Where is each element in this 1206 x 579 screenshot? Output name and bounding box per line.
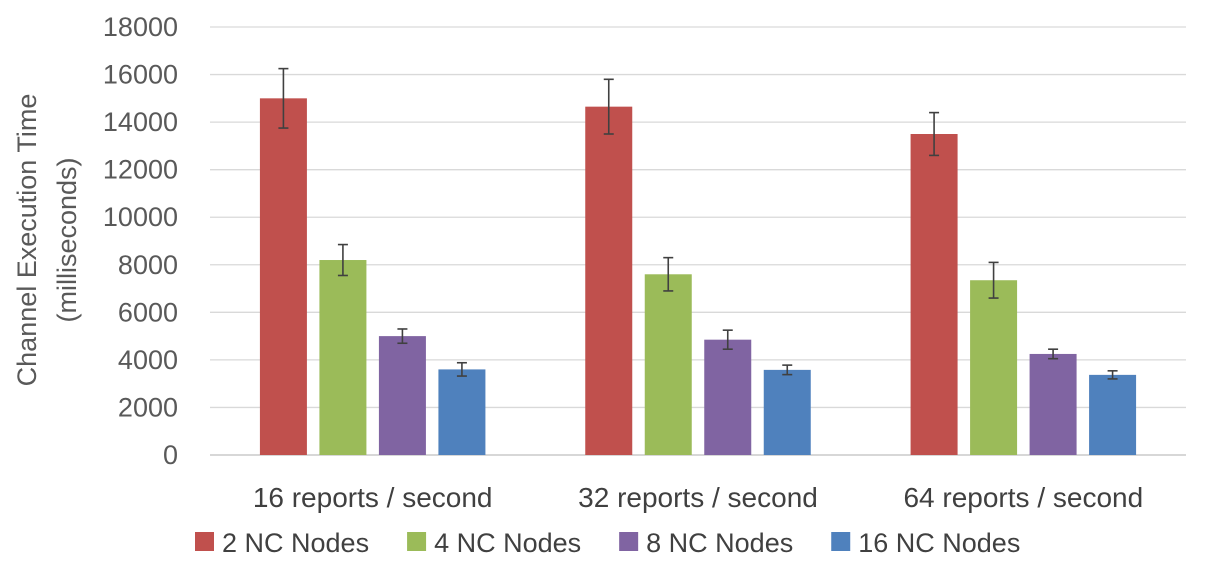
legend-swatch xyxy=(619,532,639,551)
legend-swatch xyxy=(195,532,214,551)
legend-swatch xyxy=(831,532,851,551)
bar xyxy=(704,339,752,455)
y-tick-label: 8000 xyxy=(118,250,178,280)
x-category-label: 64 reports / second xyxy=(903,482,1143,513)
bar xyxy=(319,260,367,455)
y-axis-title-units: (milliseconds) xyxy=(52,157,82,322)
legend-label: 16 NC Nodes xyxy=(858,528,1020,558)
error-bars xyxy=(278,67,1118,380)
y-tick-label: 4000 xyxy=(118,345,178,375)
y-tick-label: 16000 xyxy=(103,60,178,90)
legend-label: 2 NC Nodes xyxy=(222,528,369,558)
legend-label: 4 NC Nodes xyxy=(434,528,581,558)
gridlines xyxy=(210,26,1186,456)
y-tick-label: 14000 xyxy=(103,107,178,137)
bar xyxy=(644,274,692,455)
y-tick-label: 10000 xyxy=(103,202,178,232)
x-category-label: 16 reports / second xyxy=(253,482,493,513)
legend-label: 8 NC Nodes xyxy=(646,528,793,558)
bar xyxy=(1089,374,1137,455)
y-axis-title: Channel Execution Time xyxy=(12,94,42,387)
bar xyxy=(910,134,958,455)
legend-swatch xyxy=(407,532,427,551)
bar xyxy=(438,369,486,455)
x-axis-labels: 16 reports / second 32 reports / second 64… xyxy=(253,482,1143,513)
legend: 2 NC Nodes 4 NC Nodes 8 NC Nodes 16 NC Node… xyxy=(195,528,1020,558)
bars xyxy=(259,98,1137,456)
bar xyxy=(1029,353,1077,455)
y-tick-label: 18000 xyxy=(103,12,178,42)
bar xyxy=(585,106,633,456)
bar xyxy=(970,280,1018,455)
y-tick-label: 6000 xyxy=(118,297,178,327)
x-category-label: 32 reports / second xyxy=(578,482,818,513)
y-tick-label: 2000 xyxy=(118,392,178,422)
y-tick-label: 12000 xyxy=(103,155,178,185)
y-axis-ticks: 0 2000 4000 6000 8000 10000 12000 14000 16000 180… xyxy=(103,12,178,470)
bar xyxy=(259,98,307,455)
bar xyxy=(763,369,811,455)
bar xyxy=(378,336,426,455)
y-tick-label: 0 xyxy=(163,440,178,470)
